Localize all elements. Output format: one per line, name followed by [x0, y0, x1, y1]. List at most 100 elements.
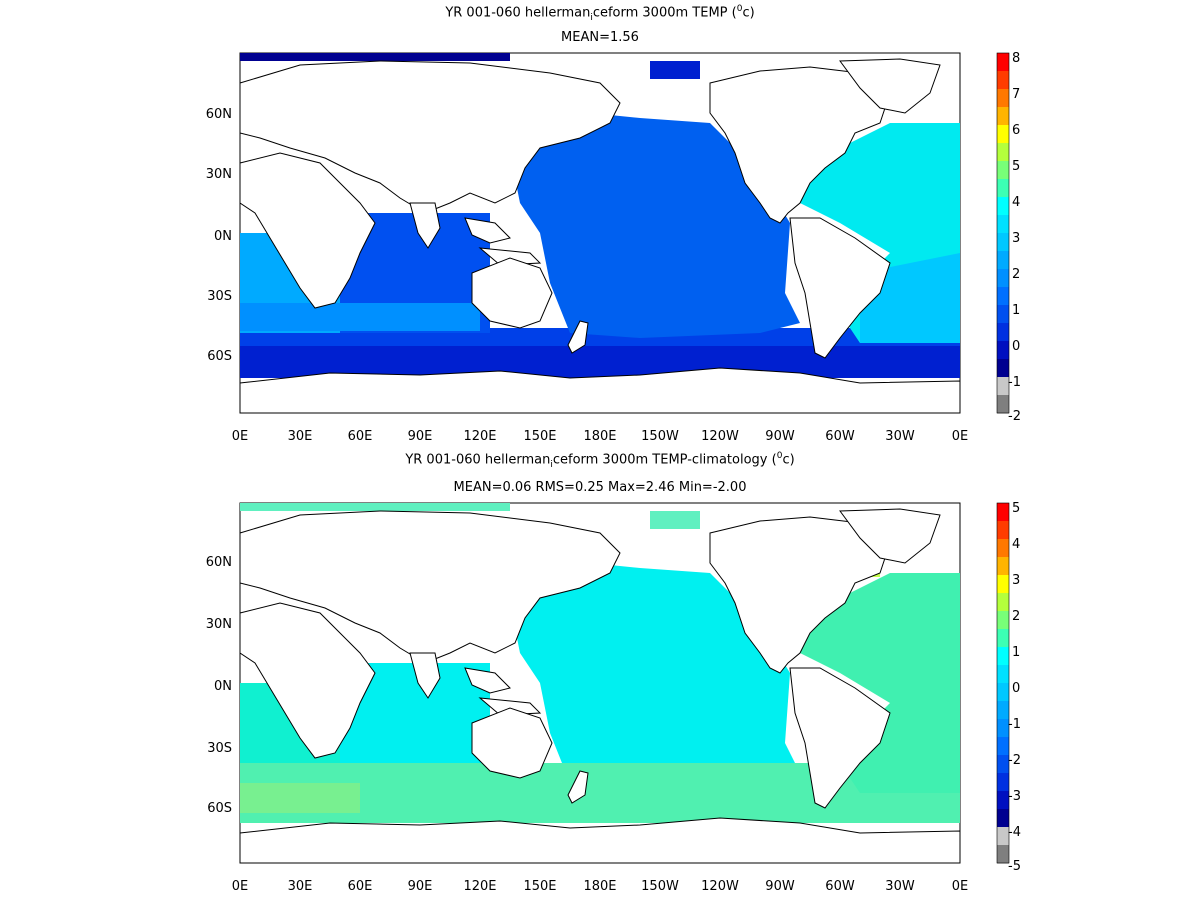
- panel2-lon-label: 150W: [641, 879, 679, 894]
- panel2-colorbar-label: 0: [1012, 681, 1020, 696]
- colorbar-swatch: [997, 557, 1009, 576]
- panel2-colorbar-label: 4: [1012, 537, 1020, 552]
- panel1-colorbar-labels: 8 7 6 5 4 3 2 1 0 -1 -2: [1008, 51, 1021, 424]
- colorbar-swatch: [997, 809, 1009, 828]
- panel1-lon-label: 30E: [288, 429, 313, 444]
- panel2-colorbar-label: -1: [1008, 717, 1021, 732]
- panel1-lon-label: 0E: [952, 429, 969, 444]
- panel1-lon-label: 30W: [885, 429, 915, 444]
- panel2-lon-label: 60W: [825, 879, 855, 894]
- panel2-lat-axis: 60N 30N 0N 30S 60S: [206, 555, 232, 816]
- panel2-colorbar-label: 1: [1012, 645, 1020, 660]
- colorbar-swatch: [997, 539, 1009, 558]
- panel2-lon-label: 120E: [463, 879, 496, 894]
- panel1-lon-label: 60E: [348, 429, 373, 444]
- panel2-lon-axis: 0E 30E 60E 90E 120E 150E 180E 150W 120W …: [232, 879, 969, 894]
- panel1-lat-label: 30N: [206, 167, 232, 182]
- panel2-lon-label: 30W: [885, 879, 915, 894]
- panel2-colorbar-label: -2: [1008, 753, 1021, 768]
- colorbar-swatch: [997, 377, 1009, 396]
- panel2-colorbar-label: 5: [1012, 501, 1020, 516]
- panel2-colorbar-label: -5: [1008, 859, 1021, 874]
- panel1-lon-label: 150E: [523, 429, 556, 444]
- colorbar-swatch: [997, 647, 1009, 666]
- colorbar-swatch: [997, 233, 1009, 252]
- panel1-colorbar-label: 5: [1012, 159, 1020, 174]
- colorbar-swatch: [997, 287, 1009, 306]
- panel1-map: [239, 52, 961, 414]
- panel2-map: [239, 502, 961, 864]
- colorbar-swatch: [997, 179, 1009, 198]
- colorbar-swatch: [997, 341, 1009, 360]
- colorbar-swatch: [997, 575, 1009, 594]
- panel2-lon-label: 30E: [288, 879, 313, 894]
- colorbar-swatch: [997, 197, 1009, 216]
- panel2-lat-label: 0N: [214, 679, 232, 694]
- panel1-subtitle: MEAN=1.56: [561, 30, 639, 45]
- colorbar-swatch: [997, 323, 1009, 342]
- panel2-lon-label: 120W: [701, 879, 739, 894]
- panel1-colorbar-label: 3: [1012, 231, 1020, 246]
- colorbar-frame: [996, 52, 1010, 414]
- panel2-colorbar-label: -3: [1008, 789, 1021, 804]
- panel1-colorbar-label: 8: [1012, 51, 1020, 66]
- colorbar-swatch: [997, 71, 1009, 90]
- colorbar-swatch: [997, 683, 1009, 702]
- colorbar-swatch: [997, 251, 1009, 270]
- panel2-lon-label: 90W: [765, 879, 795, 894]
- panel1-lat-axis: 60N 30N 0N 30S 60S: [206, 107, 232, 364]
- colorbar-swatch: [997, 215, 1009, 234]
- panel2-colorbar-label: 2: [1012, 609, 1020, 624]
- panel1-colorbar-label: 6: [1012, 123, 1020, 138]
- colorbar-swatch: [997, 773, 1009, 792]
- colorbar-swatch: [997, 53, 1009, 72]
- panel1-lon-label: 150W: [641, 429, 679, 444]
- colorbar-swatch: [997, 89, 1009, 108]
- colorbar-swatch: [997, 305, 1009, 324]
- colorbar-swatch: [997, 701, 1009, 720]
- colorbar-swatch: [997, 665, 1009, 684]
- panel1-colorbar-label: 4: [1012, 195, 1020, 210]
- panel2-lon-label: 180E: [583, 879, 616, 894]
- colorbar-swatch: [997, 827, 1009, 846]
- panel1-lon-label: 0E: [232, 429, 249, 444]
- colorbar-swatch: [997, 395, 1009, 414]
- panel1-colorbar: [996, 52, 1010, 414]
- panel1-lon-axis: 0E 30E 60E 90E 120E 150E 180E 150W 120W …: [232, 429, 969, 444]
- panel2-lat-label: 60S: [207, 801, 232, 816]
- panel2-colorbar-labels: 5 4 3 2 1 0 -1 -2 -3 -4 -5: [1008, 501, 1021, 874]
- colorbar-swatch: [997, 161, 1009, 180]
- panel2-lon-label: 0E: [232, 879, 249, 894]
- colorbar-swatch: [997, 125, 1009, 144]
- panel2-lon-label: 0E: [952, 879, 969, 894]
- panel1-title: YR 001-060 hellermaniceform 3000m TEMP (…: [445, 4, 755, 23]
- panel1-lon-label: 90W: [765, 429, 795, 444]
- panel2-lat-label: 30N: [206, 617, 232, 632]
- colorbar-frame: [996, 502, 1010, 864]
- panel1-lat-label: 30S: [207, 289, 232, 304]
- panel2-lon-label: 150E: [523, 879, 556, 894]
- panel2-lat-label: 60N: [206, 555, 232, 570]
- panel1-lon-label: 120W: [701, 429, 739, 444]
- colorbar-swatch: [997, 503, 1009, 522]
- colorbar-swatch: [997, 719, 1009, 738]
- panel2-subtitle: MEAN=0.06 RMS=0.25 Max=2.46 Min=-2.00: [453, 480, 747, 495]
- panel2-lon-label: 90E: [408, 879, 433, 894]
- colorbar-swatch: [997, 791, 1009, 810]
- colorbar-swatch: [997, 611, 1009, 630]
- panel1-colorbar-label: 2: [1012, 267, 1020, 282]
- colorbar-swatch: [997, 107, 1009, 126]
- colorbar-swatch: [997, 737, 1009, 756]
- panel1-lon-label: 180E: [583, 429, 616, 444]
- panel1-colorbar-label: 0: [1012, 339, 1020, 354]
- colorbar-swatch: [997, 521, 1009, 540]
- panel2-colorbar-label: 3: [1012, 573, 1020, 588]
- panel1-lon-label: 60W: [825, 429, 855, 444]
- colorbar-swatch: [997, 143, 1009, 162]
- panel1-colorbar-label: 7: [1012, 87, 1020, 102]
- colorbar-swatch: [997, 269, 1009, 288]
- colorbar-swatch: [997, 845, 1009, 864]
- colorbar-swatch: [997, 359, 1009, 378]
- panel2-lon-label: 60E: [348, 879, 373, 894]
- panel2-colorbar-label: -4: [1008, 825, 1021, 840]
